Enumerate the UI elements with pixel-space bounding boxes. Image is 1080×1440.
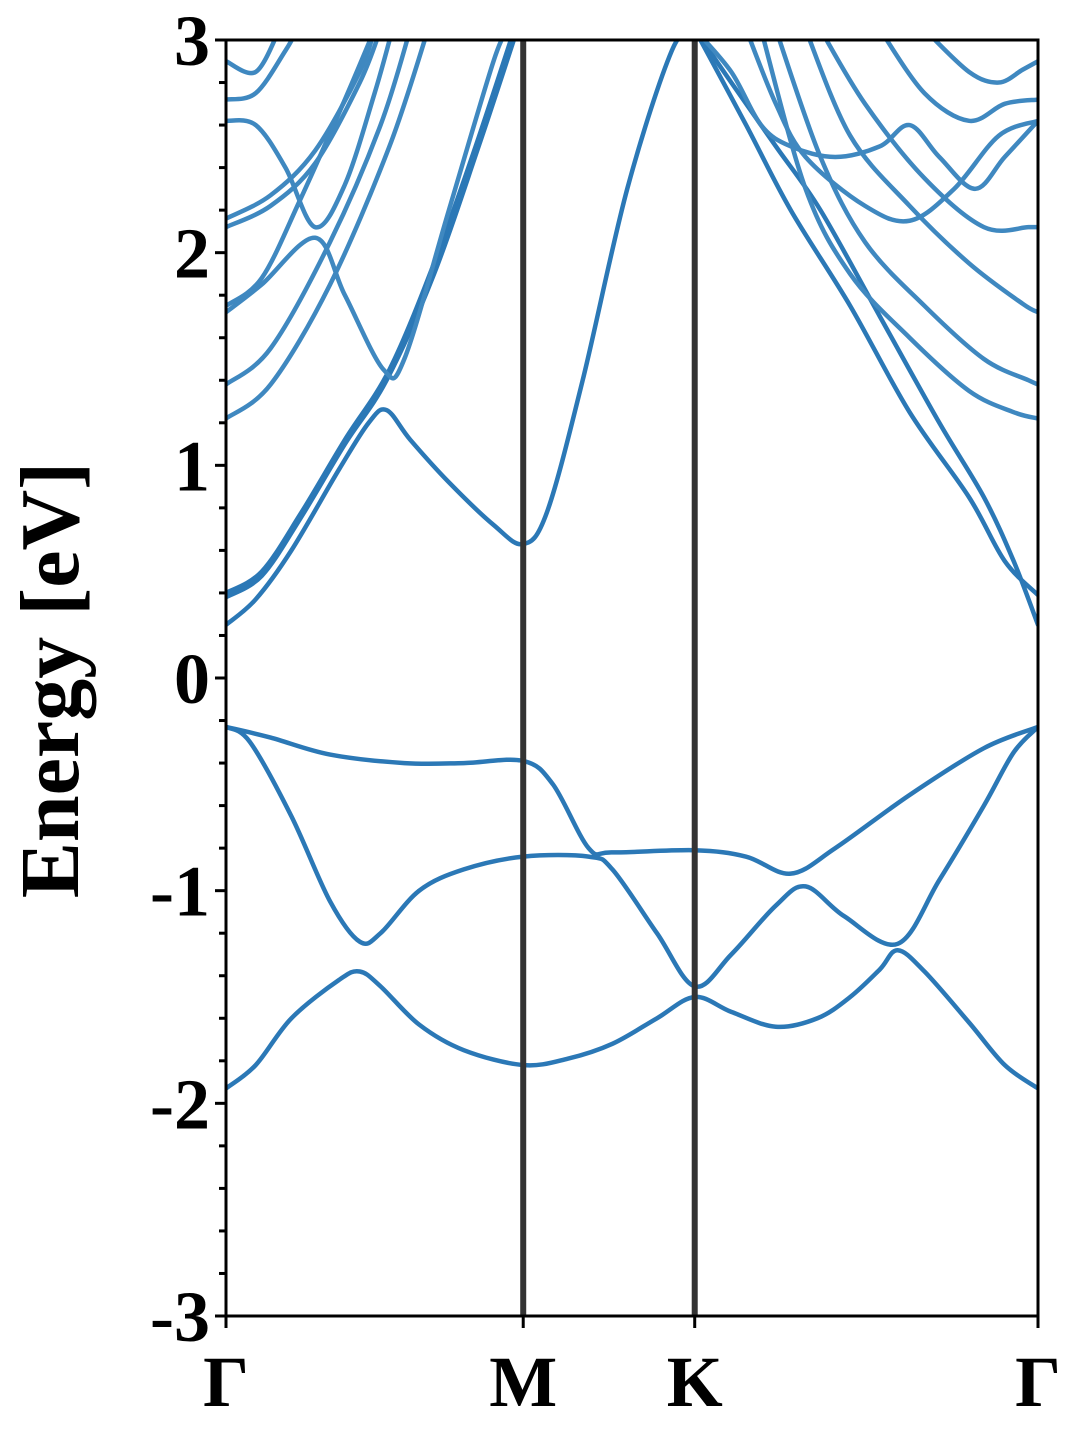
band-line-11 [226, 40, 380, 230]
x-tick-label-Γ: Γ [203, 1342, 249, 1422]
band-line-3 [226, 724, 1038, 876]
band-line-2 [226, 724, 1038, 989]
y-tick-label: 0 [174, 639, 210, 719]
x-tick-label-Γ: Γ [1015, 1342, 1061, 1422]
band-line-9 [226, 40, 505, 381]
plot-frame [224, 38, 1040, 1318]
y-tick-label: -2 [150, 1064, 210, 1144]
band-line-18 [701, 40, 1038, 192]
x-tick-label-M: M [489, 1342, 557, 1422]
band-line-22 [807, 40, 1038, 315]
band-line-15 [226, 40, 278, 76]
band-line-6 [226, 40, 514, 596]
band-line-16 [699, 40, 1038, 628]
y-tick-label: 1 [174, 426, 210, 506]
band-line-5 [226, 40, 517, 600]
y-axis-ticks: -3 -2 -1 0 1 2 3 [150, 1, 226, 1357]
y-tick-label: -1 [150, 852, 210, 932]
x-tick-label-K: K [667, 1342, 723, 1422]
y-axis-label: Energy [eV] [4, 462, 97, 898]
band-line-24 [884, 40, 1038, 124]
band-line-8 [226, 40, 410, 387]
band-lines [226, 40, 1038, 1091]
band-line-4 [226, 40, 681, 628]
band-line-20 [761, 40, 1038, 421]
high-symmetry-lines [520, 40, 698, 1316]
band-line-17 [697, 40, 1038, 598]
band-line-14 [226, 40, 295, 102]
band-line-23 [823, 40, 1038, 233]
band-line-19 [747, 40, 1038, 224]
y-tick-label: 3 [174, 1, 210, 81]
band-line-12 [226, 40, 374, 221]
y-tick-label: -3 [150, 1277, 210, 1357]
band-line-7 [226, 40, 428, 421]
band-line-21 [777, 40, 1038, 387]
y-tick-label: 2 [174, 214, 210, 294]
band-line-25 [931, 40, 1038, 85]
band-line-1 [226, 947, 1038, 1091]
band-line-13 [226, 40, 392, 230]
